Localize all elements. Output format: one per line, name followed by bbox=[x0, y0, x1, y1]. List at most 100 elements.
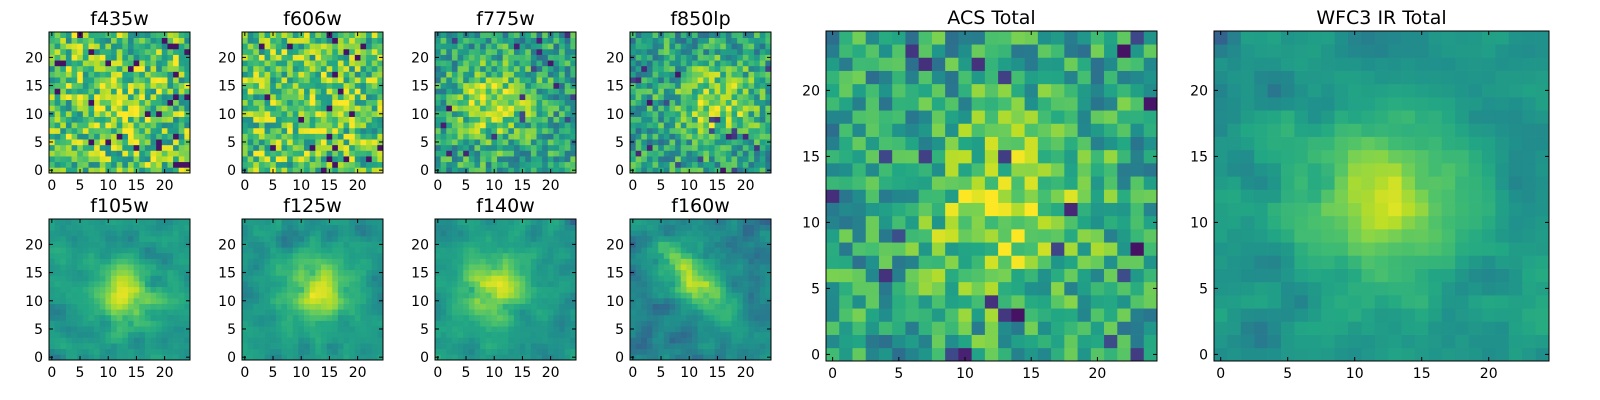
heatmap-cell bbox=[754, 122, 761, 129]
heatmap-cell bbox=[542, 133, 549, 140]
heatmap-cell bbox=[242, 292, 248, 299]
heatmap-cell bbox=[536, 116, 543, 123]
heatmap-cell bbox=[77, 303, 84, 310]
heatmap-cell bbox=[264, 167, 271, 174]
heatmap-cell bbox=[451, 144, 458, 151]
heatmap-cell bbox=[519, 343, 526, 350]
heatmap-cell bbox=[60, 241, 67, 248]
heatmap-cell bbox=[497, 252, 504, 259]
heatmap-cell bbox=[485, 88, 492, 95]
heatmap-cell bbox=[122, 247, 129, 254]
heatmap-cell bbox=[720, 122, 727, 129]
heatmap-cell bbox=[463, 105, 470, 112]
heatmap-cell bbox=[349, 105, 356, 112]
heatmap-cell bbox=[54, 65, 61, 72]
heatmap-cell bbox=[360, 150, 367, 157]
heatmap-cell bbox=[99, 309, 106, 316]
heatmap-cell bbox=[332, 105, 339, 112]
heatmap-cell bbox=[474, 331, 481, 338]
heatmap-cell bbox=[111, 116, 118, 123]
heatmap-cell bbox=[525, 116, 532, 123]
y-tick-label: 20 bbox=[25, 237, 43, 253]
heatmap-cell bbox=[343, 43, 350, 50]
heatmap-cell bbox=[258, 247, 265, 254]
heatmap-cell bbox=[49, 161, 55, 168]
heatmap-cell bbox=[320, 127, 327, 134]
heatmap-cell bbox=[513, 286, 520, 293]
heatmap-cell bbox=[354, 65, 361, 72]
heatmap-cell bbox=[139, 326, 146, 333]
heatmap-cell bbox=[371, 71, 378, 78]
heatmap-cell bbox=[553, 292, 560, 299]
heatmap-cell bbox=[77, 314, 84, 321]
heatmap-cell bbox=[731, 281, 738, 288]
heatmap-cell bbox=[542, 88, 549, 95]
heatmap-cell bbox=[525, 99, 532, 106]
heatmap-cell bbox=[127, 235, 134, 242]
heatmap-cell bbox=[765, 94, 772, 101]
heatmap-cell bbox=[349, 258, 356, 265]
heatmap-cell bbox=[491, 275, 498, 282]
heatmap-cell bbox=[754, 139, 761, 146]
heatmap-cell bbox=[497, 110, 504, 117]
heatmap-cell bbox=[242, 133, 248, 140]
heatmap-cell bbox=[435, 264, 441, 271]
heatmap-cell bbox=[292, 144, 299, 151]
heatmap-cell bbox=[173, 32, 180, 38]
heatmap-cell bbox=[354, 331, 361, 338]
heatmap-cell bbox=[680, 343, 687, 350]
heatmap-cell bbox=[184, 94, 191, 101]
heatmap-cell bbox=[536, 354, 543, 361]
heatmap-cell bbox=[270, 348, 277, 355]
heatmap-cell bbox=[326, 105, 333, 112]
heatmap-cell bbox=[652, 269, 659, 276]
heatmap-cell bbox=[440, 286, 447, 293]
heatmap-cell bbox=[463, 94, 470, 101]
heatmap-cell bbox=[88, 150, 95, 157]
heatmap-cell bbox=[94, 105, 101, 112]
heatmap-cell bbox=[94, 264, 101, 271]
heatmap-cell bbox=[658, 326, 665, 333]
heatmap-cell bbox=[309, 94, 316, 101]
heatmap-cell bbox=[377, 264, 384, 271]
heatmap-cell bbox=[485, 133, 492, 140]
heatmap-cell bbox=[491, 297, 498, 304]
heatmap-cell bbox=[559, 48, 566, 55]
heatmap-cell bbox=[708, 110, 715, 117]
heatmap-cell bbox=[167, 150, 174, 157]
heatmap-cell bbox=[292, 127, 299, 134]
heatmap-cell bbox=[737, 71, 744, 78]
heatmap-cell bbox=[337, 343, 344, 350]
heatmap-cell bbox=[71, 252, 78, 259]
heatmap-cell bbox=[553, 275, 560, 282]
heatmap-cell bbox=[349, 219, 356, 225]
heatmap-cell bbox=[320, 331, 327, 338]
heatmap-cell bbox=[173, 354, 180, 361]
heatmap-cell bbox=[304, 150, 311, 157]
heatmap-cell bbox=[731, 105, 738, 112]
heatmap-cell bbox=[258, 275, 265, 282]
heatmap-cell bbox=[315, 60, 322, 67]
heatmap-cell bbox=[122, 309, 129, 316]
heatmap-cell bbox=[525, 161, 532, 168]
heatmap-cell bbox=[686, 88, 693, 95]
heatmap-cell bbox=[646, 82, 653, 89]
heatmap-cell bbox=[480, 161, 487, 168]
heatmap-cell bbox=[298, 269, 305, 276]
heatmap-cell bbox=[139, 314, 146, 321]
heatmap-cell bbox=[281, 167, 288, 174]
heatmap-cell bbox=[360, 224, 367, 231]
heatmap-cell bbox=[116, 32, 123, 38]
heatmap-cell bbox=[742, 133, 749, 140]
heatmap-cell bbox=[54, 48, 61, 55]
heatmap-cell bbox=[184, 224, 191, 231]
heatmap-cell bbox=[731, 144, 738, 151]
heatmap-cell bbox=[686, 105, 693, 112]
heatmap-cell bbox=[247, 219, 254, 225]
heatmap-cell bbox=[144, 252, 151, 259]
heatmap-cell bbox=[49, 309, 55, 316]
heatmap-cell bbox=[686, 60, 693, 67]
heatmap-cell bbox=[144, 37, 151, 44]
heatmap-cell bbox=[88, 224, 95, 231]
heatmap-cell bbox=[692, 110, 699, 117]
